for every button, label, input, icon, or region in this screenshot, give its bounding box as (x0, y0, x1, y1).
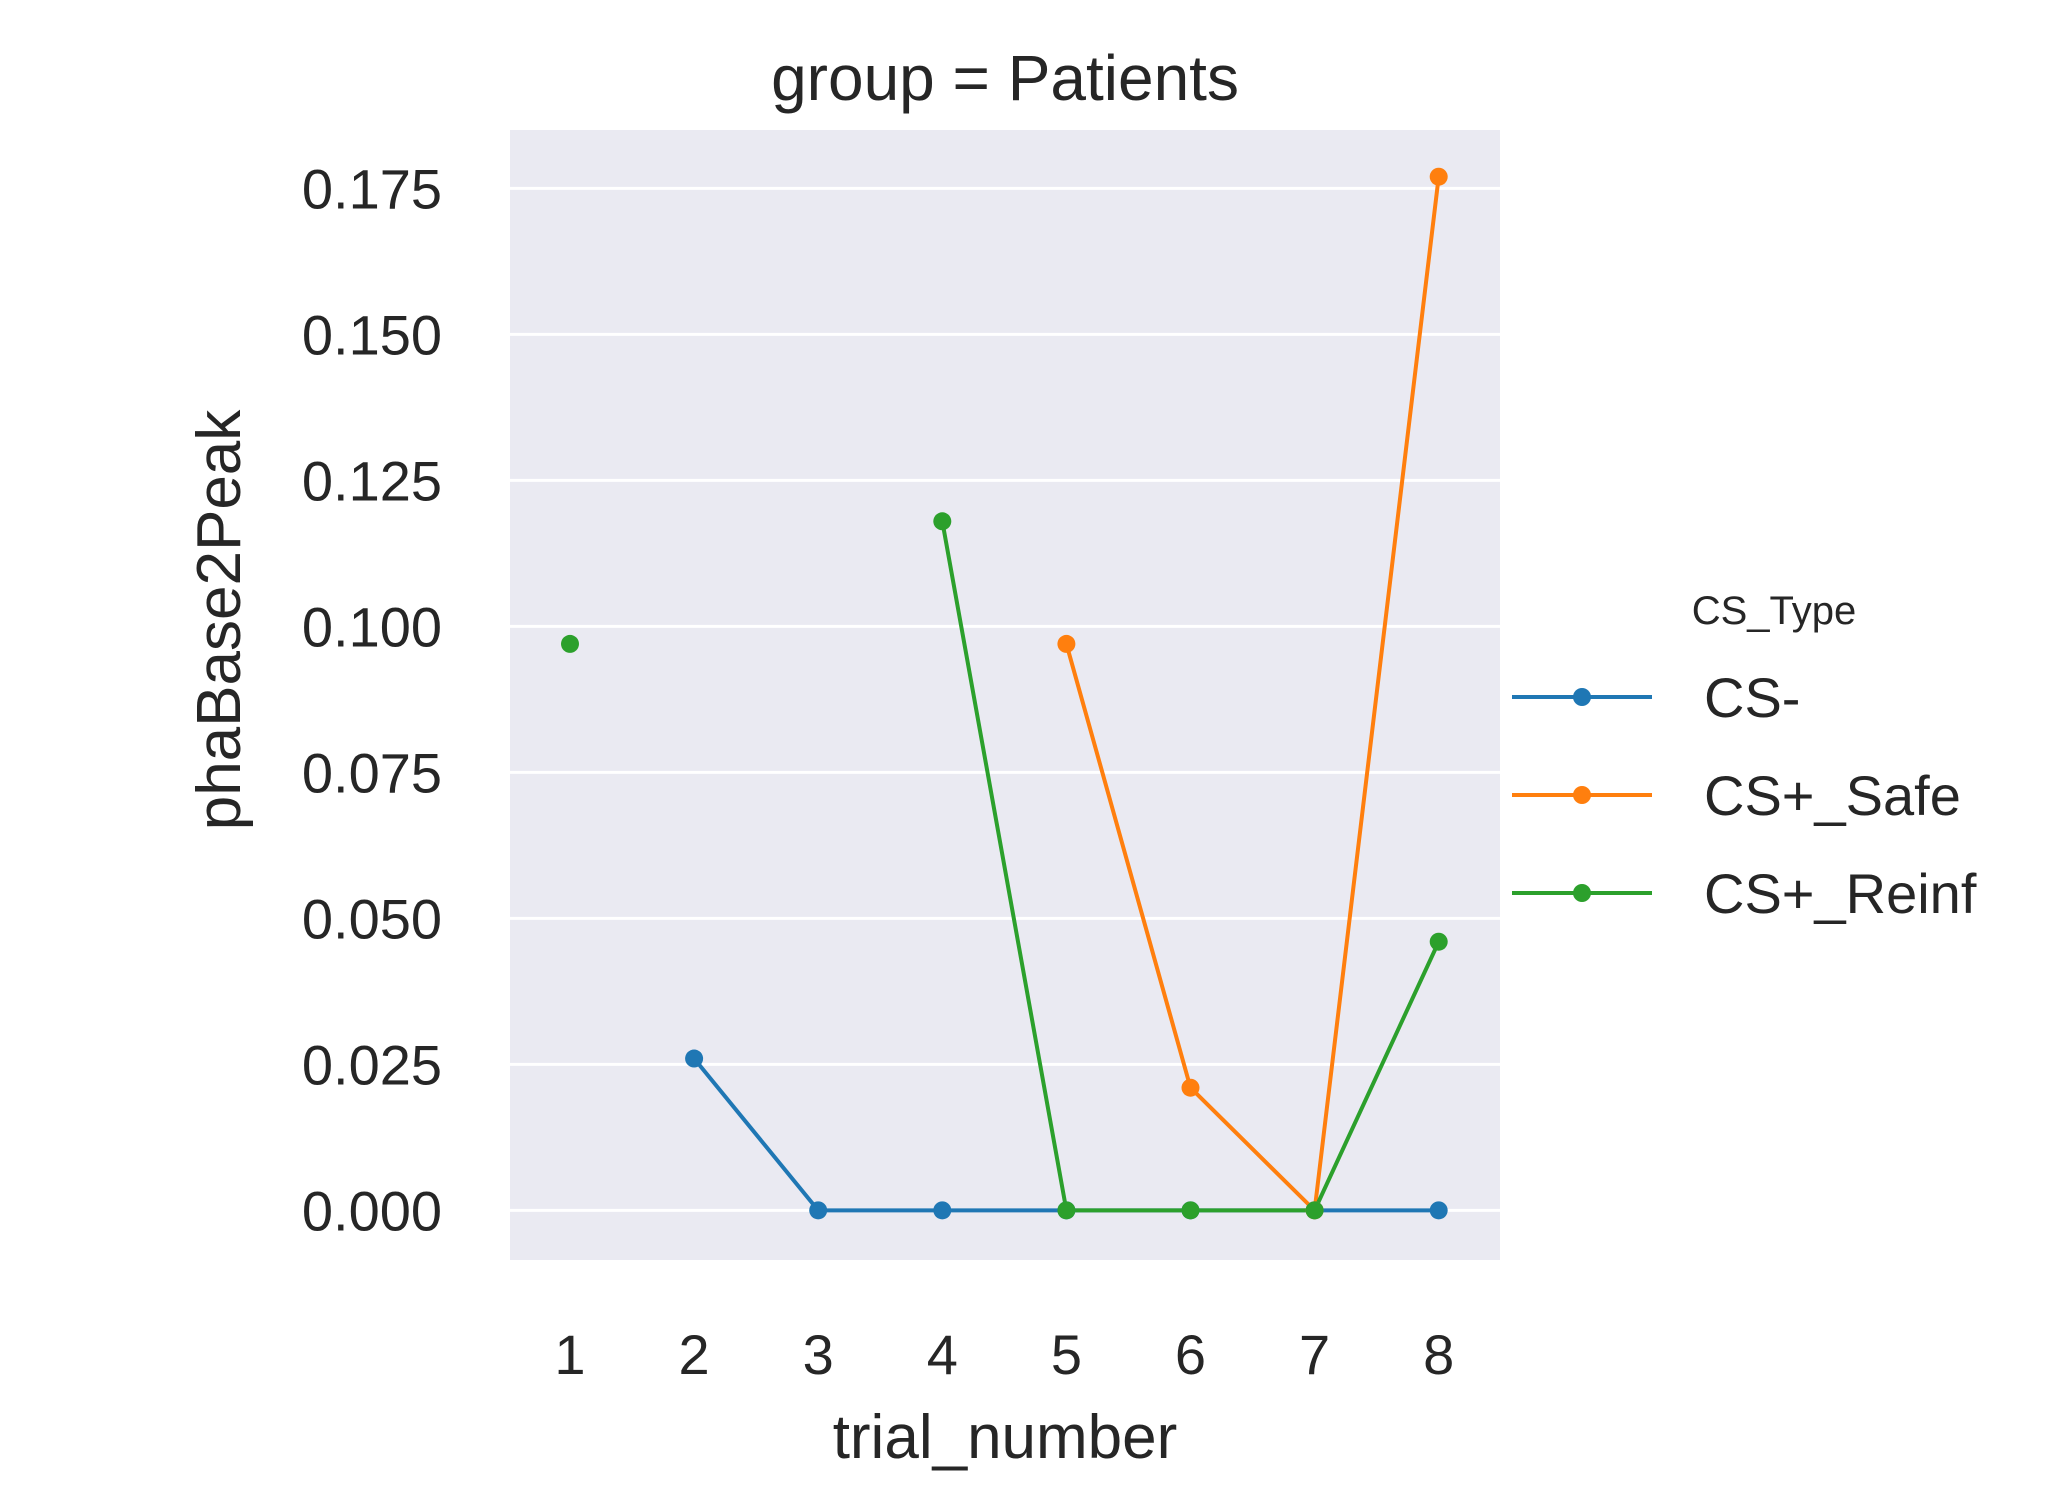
legend: CS_Type CS- CS+_Safe CS+_Reinf (1512, 589, 1977, 925)
y-tick-label: 0.025 (302, 1033, 442, 1096)
y-tick-label: 0.100 (302, 595, 442, 658)
x-tick-label: 1 (554, 1323, 585, 1386)
data-point (809, 1201, 828, 1220)
legend-title: CS_Type (1692, 589, 1857, 633)
y-tick-label: 0.175 (302, 157, 442, 220)
y-tick-label: 0.125 (302, 449, 442, 512)
x-tick-label: 5 (1051, 1323, 1082, 1386)
data-point (933, 512, 952, 531)
y-axis-label: phaBase2Peak (185, 409, 254, 831)
data-point (561, 634, 579, 653)
data-point (1057, 1201, 1076, 1220)
chart-title: group = Patients (771, 42, 1239, 114)
legend-marker (1573, 786, 1591, 804)
y-tick-label: 0.050 (302, 887, 442, 950)
grid-lines (510, 186, 1500, 1212)
y-tick-label: 0.000 (302, 1179, 442, 1242)
x-axis-label: trial_number (833, 1403, 1178, 1472)
legend-marker (1573, 884, 1591, 902)
legend-label: CS+_Safe (1704, 764, 1961, 827)
data-point (685, 1049, 704, 1068)
series-points (561, 167, 1448, 1220)
x-tick-label: 4 (927, 1323, 958, 1386)
legend-marker (1573, 688, 1591, 706)
x-tick-label: 2 (679, 1323, 710, 1386)
y-tick-label: 0.075 (302, 741, 442, 804)
data-point (1429, 1201, 1448, 1220)
legend-label: CS- (1704, 666, 1800, 729)
data-point (1429, 167, 1448, 186)
data-point (1181, 1078, 1200, 1097)
x-axis-ticks: 1 2 3 4 5 6 7 8 (554, 1323, 1454, 1386)
x-tick-label: 6 (1175, 1323, 1206, 1386)
data-point (1057, 634, 1076, 653)
data-point (1181, 1201, 1200, 1220)
data-point (1429, 932, 1448, 951)
plot-background (510, 130, 1500, 1260)
data-point (1305, 1201, 1324, 1220)
y-axis-ticks: 0.000 0.025 0.050 0.075 0.100 0.125 0.150 0.175 (302, 157, 442, 1242)
series-line (1064, 176, 1441, 1213)
data-point (933, 1201, 952, 1220)
y-tick-label: 0.150 (302, 303, 442, 366)
x-tick-label: 7 (1299, 1323, 1330, 1386)
legend-label: CS+_Reinf (1704, 862, 1977, 925)
x-tick-label: 3 (803, 1323, 834, 1386)
x-tick-label: 8 (1423, 1323, 1454, 1386)
